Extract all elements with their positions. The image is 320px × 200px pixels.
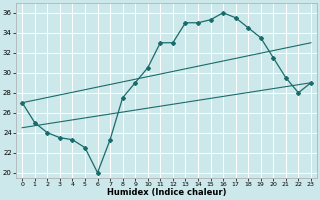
X-axis label: Humidex (Indice chaleur): Humidex (Indice chaleur) (107, 188, 226, 197)
